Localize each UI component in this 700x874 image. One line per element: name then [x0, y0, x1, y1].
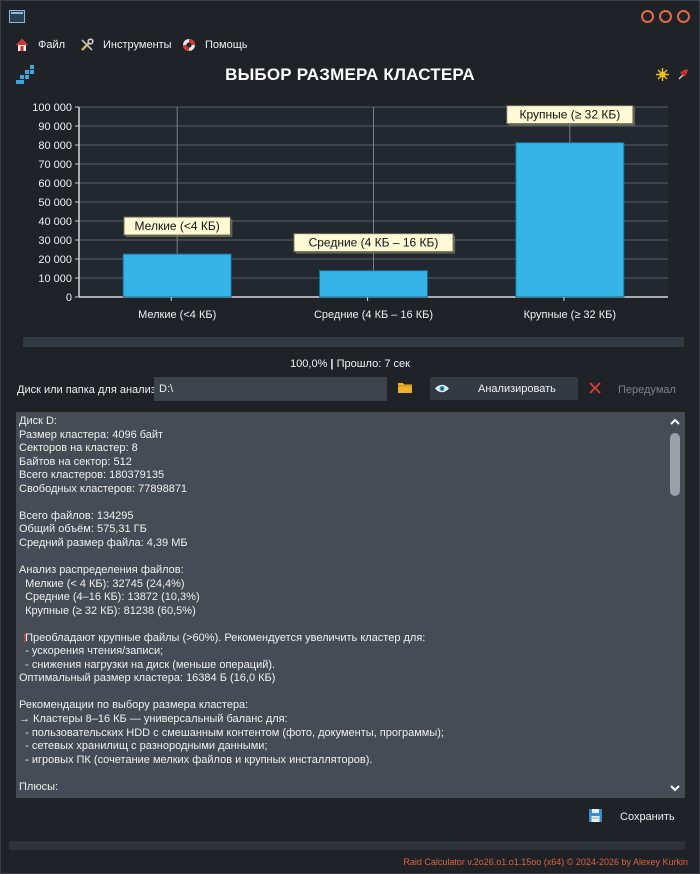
- annotation-label: Средние (4 КБ – 16 КБ): [309, 236, 439, 250]
- page-header: ВЫБОР РАЗМЕРА КЛАСТЕРА: [1, 61, 699, 91]
- report-line: [19, 686, 659, 700]
- status-percent: 100,0%: [290, 358, 328, 370]
- report-line: Преобладают крупные файлы (>60%). Рекоме…: [19, 631, 426, 644]
- footer-version: Raid Calculator v.2o26.o1.o1.15oo (x64) …: [403, 857, 688, 867]
- menu-tools[interactable]: Инструменты: [80, 35, 172, 55]
- title-bar: [1, 1, 699, 31]
- status-separator: |: [327, 358, 337, 370]
- report-textbox[interactable]: Диск D: Размер кластера: 4096 байт Секторо…: [16, 412, 685, 798]
- cluster-distribution-chart: 0 10 000 20 000 30 000 40 000 50 000 60 000 70 …: [15, 97, 685, 329]
- menu-file[interactable]: Файл: [15, 35, 65, 55]
- report-line: Всего файлов: 134295: [19, 509, 134, 522]
- menu-help-label: Помощь: [205, 39, 248, 51]
- report-line: Оптимальный размер кластера: 16384 Б (16…: [19, 672, 276, 685]
- menu-file-label: Файл: [38, 39, 66, 51]
- maximize-button[interactable]: [659, 10, 672, 23]
- report-line: Средний размер файла: 4,39 МБ: [19, 536, 188, 549]
- annotation-box: [123, 216, 231, 236]
- annotation-label: Крупные (≥ 32 КБ): [519, 108, 620, 122]
- pin-icon[interactable]: [677, 67, 690, 81]
- y-tick-label: 80 000: [38, 140, 72, 152]
- cancel-button[interactable]: Передумал: [618, 384, 676, 396]
- path-input[interactable]: [154, 377, 387, 401]
- report-line: Крупные (≥ 32 КБ): 81238 (60,5%): [19, 604, 196, 617]
- report-line: Всего кластеров: 180379135: [19, 469, 165, 482]
- status-elapsed: Прошло: 7 сек: [336, 358, 410, 370]
- report-line: - пользовательских HDD с смешанным конте…: [19, 726, 444, 739]
- y-tick-label: 20 000: [38, 254, 72, 266]
- report-line: Байтов на сектор: 512: [19, 455, 132, 468]
- report-line: Рекомендации по выбору размера кластера:: [19, 699, 249, 712]
- report-line: Диск D:: [19, 415, 57, 427]
- report-line: [19, 496, 659, 510]
- app-window-icon: [9, 10, 25, 23]
- report-line: [19, 550, 659, 564]
- chart-svg: 0 10 000 20 000 30 000 40 000 50 000 60 000 70 …: [32, 102, 668, 321]
- bar: [515, 142, 625, 298]
- bottom-progress-bar: [9, 841, 685, 850]
- close-button[interactable]: [677, 10, 690, 23]
- report-line: - ускорения чтения/записи;: [19, 645, 164, 658]
- report-line: [19, 767, 659, 781]
- warning-icon: !: [23, 630, 27, 645]
- y-tick-label: 30 000: [38, 235, 72, 247]
- report-line: Секторов на кластер: 8: [19, 442, 138, 455]
- y-tick-label: 100 000: [32, 102, 72, 114]
- y-tick-label: 40 000: [38, 216, 72, 228]
- report-line: Размер кластера: 4096 байт: [19, 428, 164, 441]
- report-line: - снижения нагрузки на диск (меньше опер…: [19, 658, 276, 671]
- scroll-up-icon[interactable]: [669, 417, 681, 427]
- menu-bar: Файл Инструменты Помощь: [1, 35, 699, 55]
- report-line: [19, 618, 659, 632]
- progress-bar: [23, 337, 684, 347]
- help-icon: [183, 39, 195, 51]
- report-line: Анализ распределения файлов:: [19, 564, 184, 577]
- y-tick-label: 10 000: [38, 273, 72, 285]
- save-button[interactable]: Сохранить: [620, 811, 675, 823]
- tools-icon: [81, 38, 94, 51]
- annotation-box: [293, 233, 454, 253]
- report-line: Мелкие (< 4 КБ): 32745 (24,4%): [19, 577, 185, 590]
- x-tick-label: Крупные (≥ 32 КБ): [524, 309, 616, 321]
- report-line: - игровых ПК (сочетание мелких файлов и …: [19, 753, 373, 766]
- analyze-button-label: Анализировать: [478, 383, 556, 395]
- report-text: Диск D: Размер кластера: 4096 байт Секторо…: [19, 415, 659, 794]
- report-line: Средние (4–16 КБ): 13872 (10,3%): [19, 591, 200, 604]
- y-tick-label: 0: [66, 292, 72, 304]
- folder-icon[interactable]: [398, 382, 412, 393]
- report-line: Плюсы:: [19, 780, 59, 793]
- status-line: 100,0% | Прошло: 7 сек: [1, 358, 699, 370]
- scroll-down-icon[interactable]: [669, 783, 681, 793]
- y-tick-label: 70 000: [38, 159, 72, 171]
- report-line: → Кластеры 8–16 КБ — универсальный балан…: [19, 713, 288, 726]
- cluster-grid-icon: [16, 65, 34, 84]
- theme-sun-icon[interactable]: [656, 68, 669, 81]
- eye-icon: [435, 384, 449, 393]
- bar: [122, 253, 232, 298]
- cancel-icon[interactable]: [589, 382, 601, 394]
- progress-bar-fill: [23, 337, 684, 347]
- report-line: Общий объём: 575,31 ГБ: [19, 523, 147, 536]
- y-tick-label: 60 000: [38, 178, 72, 190]
- home-icon: [16, 39, 28, 51]
- report-line: - сетевых хранилищ с разнородными данным…: [19, 740, 268, 753]
- bar: [319, 270, 428, 298]
- page-title: ВЫБОР РАЗМЕРА КЛАСТЕРА: [225, 65, 475, 84]
- path-label: Диск или папка для анализа: [17, 384, 162, 396]
- scrollbar-thumb[interactable]: [670, 433, 680, 496]
- report-line: Свободных кластеров: 77898871: [19, 482, 188, 495]
- y-tick-label: 50 000: [38, 197, 72, 209]
- annotation-box: [506, 105, 634, 125]
- x-tick-label: Мелкие (<4 КБ): [138, 309, 216, 321]
- analyze-button[interactable]: Анализировать: [430, 377, 578, 400]
- x-tick-label: Средние (4 КБ – 16 КБ): [314, 309, 433, 321]
- y-tick-label: 90 000: [38, 121, 72, 133]
- save-icon[interactable]: [589, 809, 602, 822]
- menu-tools-label: Инструменты: [103, 39, 172, 51]
- minimize-button[interactable]: [641, 10, 654, 23]
- annotation-label: Мелкие (<4 КБ): [135, 219, 220, 233]
- menu-help[interactable]: Помощь: [182, 35, 248, 55]
